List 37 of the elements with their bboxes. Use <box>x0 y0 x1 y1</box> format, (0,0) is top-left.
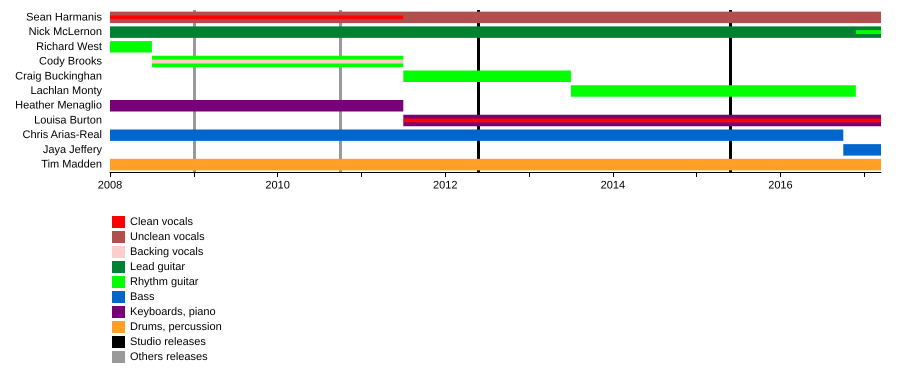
bar <box>403 70 571 82</box>
bar <box>110 15 404 20</box>
x-tick-label: 2016 <box>768 180 793 192</box>
bar <box>403 118 881 122</box>
legend-label: Backing vocals <box>130 246 204 258</box>
y-tick-label: Heather Menaglio <box>15 100 102 112</box>
bar <box>110 129 844 141</box>
bar <box>843 144 881 156</box>
y-tick-label: Jaya Jeffery <box>42 144 102 156</box>
y-tick-label: Sean Harmanis <box>26 11 102 24</box>
x-tick-label: 2014 <box>600 180 626 192</box>
y-tick-label: Tim Madden <box>41 158 102 171</box>
legend-label: Unclean vocals <box>130 231 206 243</box>
bar <box>110 100 404 112</box>
x-tick-label: 2012 <box>432 180 458 192</box>
y-tick-label: Lachlan Monty <box>30 85 102 97</box>
y-tick-label: Craig Buckinghan <box>15 70 102 82</box>
y-tick-label: Chris Arias-Real <box>22 129 102 142</box>
x-tick-label: 2010 <box>265 180 290 192</box>
bar <box>152 60 404 64</box>
x-tick-label: 2008 <box>98 180 122 192</box>
legend-label: Studio releases <box>130 336 206 348</box>
bar <box>110 26 881 38</box>
bar <box>110 41 152 53</box>
y-tick-label: Louisa Burton <box>34 114 102 126</box>
legend-label: Rhythm guitar <box>130 276 199 288</box>
legend-label: Clean vocals <box>130 216 194 228</box>
y-tick-label: Nick McLernon <box>28 26 102 38</box>
y-tick-label: Richard West <box>36 40 102 53</box>
legend-label: Bass <box>130 291 155 303</box>
bar <box>570 85 856 97</box>
legend-label: Drums, percussion <box>130 321 222 333</box>
legend-label: Others releases <box>130 351 208 363</box>
legend-label: Lead guitar <box>130 261 186 273</box>
bar <box>110 158 881 170</box>
legend-label: Keyboards, piano <box>130 306 216 318</box>
y-tick-label: Cody Brooks <box>39 56 102 68</box>
